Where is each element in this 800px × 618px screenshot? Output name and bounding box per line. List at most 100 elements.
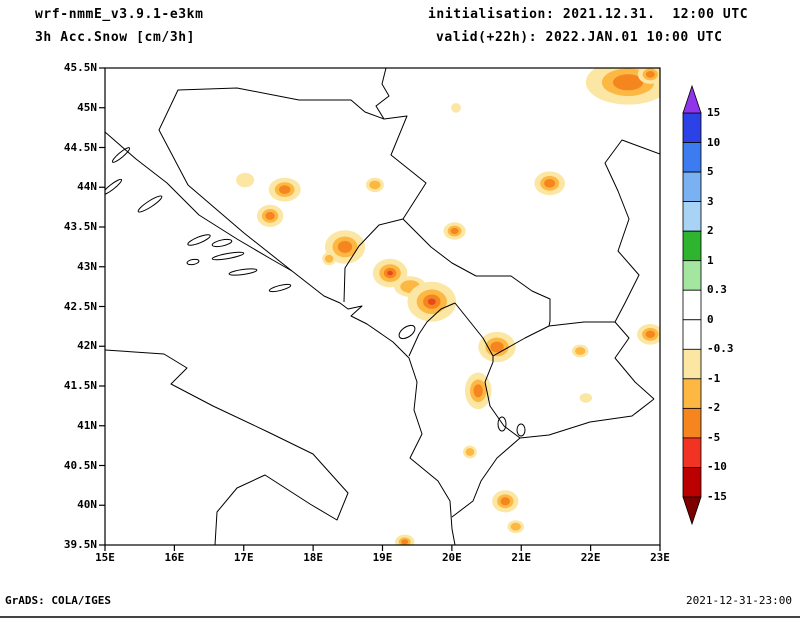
y-tick-label: 39.5N: [63, 538, 97, 551]
colorbar-segment: [682, 378, 702, 409]
y-tick-label: 43N: [77, 259, 97, 273]
x-tick-label: 18E: [303, 551, 324, 564]
snow-cell-band-cream: [451, 103, 461, 113]
colorbar-segment: [682, 230, 702, 262]
colorbar-segment: [682, 467, 702, 498]
snow-cell-band-gold: [465, 448, 475, 456]
colorbar-segment: [682, 289, 702, 321]
snow-cell-band-red: [387, 270, 393, 276]
timestamp: 2021-12-31-23:00: [686, 594, 792, 607]
snow-cell-band-gold: [324, 254, 334, 263]
border-serbia-east: [604, 139, 660, 400]
valid-time-label: valid(+22h): 2022.JAN.01 10:00 UTC: [436, 30, 723, 45]
border-kosovo-serbia: [476, 275, 551, 327]
colorbar: [682, 84, 702, 526]
x-tick-label: 21E: [511, 551, 532, 564]
coastline-italy: [105, 349, 349, 545]
y-tick-label: 45.5N: [63, 61, 97, 74]
colorbar-label: -1: [707, 371, 721, 385]
colorbar-arrow-bottom: [682, 496, 702, 526]
border-montenegro-serbia: [402, 218, 477, 277]
snow-cell-band-gold: [369, 180, 381, 190]
colorbar-label: -2: [707, 401, 721, 415]
x-tick-label: 23E: [650, 551, 670, 564]
snow-cell-band-orange: [473, 384, 483, 398]
colorbar-segment: [682, 319, 702, 350]
snow-cell-band-orange: [544, 179, 556, 188]
x-tick-label: 17E: [233, 551, 254, 564]
x-tick-label: 16E: [164, 551, 185, 564]
colorbar-segment: [682, 260, 702, 291]
border-macedonia-north: [548, 321, 615, 327]
snow-cell-band-gold: [510, 522, 521, 531]
y-tick-label: 40.5N: [63, 458, 97, 472]
y-tick-label: 41N: [77, 418, 97, 432]
adriatic-islands: [105, 147, 292, 293]
snow-cell-band-red: [427, 298, 436, 305]
y-tick-label: 44N: [77, 180, 97, 194]
lakes: [398, 324, 526, 437]
init-time-label: initialisation: 2021.12.31. 12:00 UTC: [428, 7, 749, 22]
colorbar-segment: [682, 348, 702, 380]
border-montenegro-albania: [408, 302, 456, 357]
model-name: wrf-nmmE_v3.9.1-e3km: [35, 7, 204, 22]
border-kosovo-albania: [454, 302, 494, 357]
colorbar-segment: [682, 171, 702, 203]
snow-cell-band-cream: [236, 172, 255, 188]
window-edge: [0, 616, 800, 618]
snow-cell-band-orange: [612, 74, 644, 91]
border-kosovo-macedonia: [492, 325, 550, 357]
colorbar-label: 2: [707, 224, 714, 238]
border-greece-north: [451, 398, 655, 518]
y-tick-label: 43.5N: [63, 220, 97, 233]
snow-accumulation-field: [236, 68, 660, 545]
colorbar-label: 0.3: [707, 283, 727, 297]
colorbar-segment: [682, 407, 702, 439]
field-title: 3h Acc.Snow [cm/3h]: [35, 30, 196, 45]
snow-cell-band-orange: [645, 71, 655, 78]
snow-cell-band-orange: [337, 240, 353, 253]
y-tick-label: 40N: [77, 498, 97, 512]
colorbar-label: 3: [707, 194, 714, 208]
x-tick-label: 22E: [580, 551, 601, 564]
colorbar-label: -0.3: [707, 342, 734, 356]
colorbar-segment: [682, 201, 702, 232]
x-tick-label: 15E: [95, 551, 115, 564]
border-albania-macedonia: [484, 356, 521, 439]
border-croatia-serbia: [375, 68, 390, 120]
colorbar-segment: [682, 112, 702, 143]
border-bosnia: [158, 87, 427, 303]
coastline-adriatic-east: [105, 131, 456, 545]
x-tick-label: 19E: [372, 551, 393, 564]
snow-cell-band-orange: [279, 185, 291, 194]
snow-cell-band-gold: [575, 347, 586, 355]
snow-cell-band-orange: [265, 211, 275, 220]
colorbar-segment: [682, 437, 702, 468]
grads-credit: GrADS: COLA/IGES: [5, 594, 111, 607]
snow-cell-band-cream: [579, 393, 592, 403]
x-tick-label: 20E: [441, 551, 462, 564]
snow-cell-band-orange: [500, 497, 510, 506]
snow-cell-band-orange: [645, 330, 655, 338]
colorbar-label: 5: [707, 165, 714, 179]
colorbar-label: 10: [707, 135, 721, 149]
plot-frame: [104, 67, 661, 546]
colorbar-segment: [682, 142, 702, 173]
y-tick-label: 42N: [77, 339, 97, 353]
y-tick-label: 41.5N: [63, 379, 97, 392]
y-tick-label: 45N: [77, 100, 97, 114]
map-outlines: [105, 68, 660, 545]
snow-cell-band-orange: [401, 539, 409, 545]
colorbar-label: -15: [707, 489, 727, 503]
colorbar-label: -10: [707, 460, 727, 474]
colorbar-label: 0: [707, 312, 714, 326]
colorbar-arrow-top: [682, 84, 702, 114]
y-tick-label: 42.5N: [63, 299, 97, 313]
axis-tick-marks: [99, 67, 661, 551]
colorbar-label: 1: [707, 253, 714, 267]
colorbar-label: -5: [707, 430, 721, 444]
snow-cell-band-orange: [450, 227, 459, 235]
y-tick-label: 44.5N: [63, 140, 97, 154]
